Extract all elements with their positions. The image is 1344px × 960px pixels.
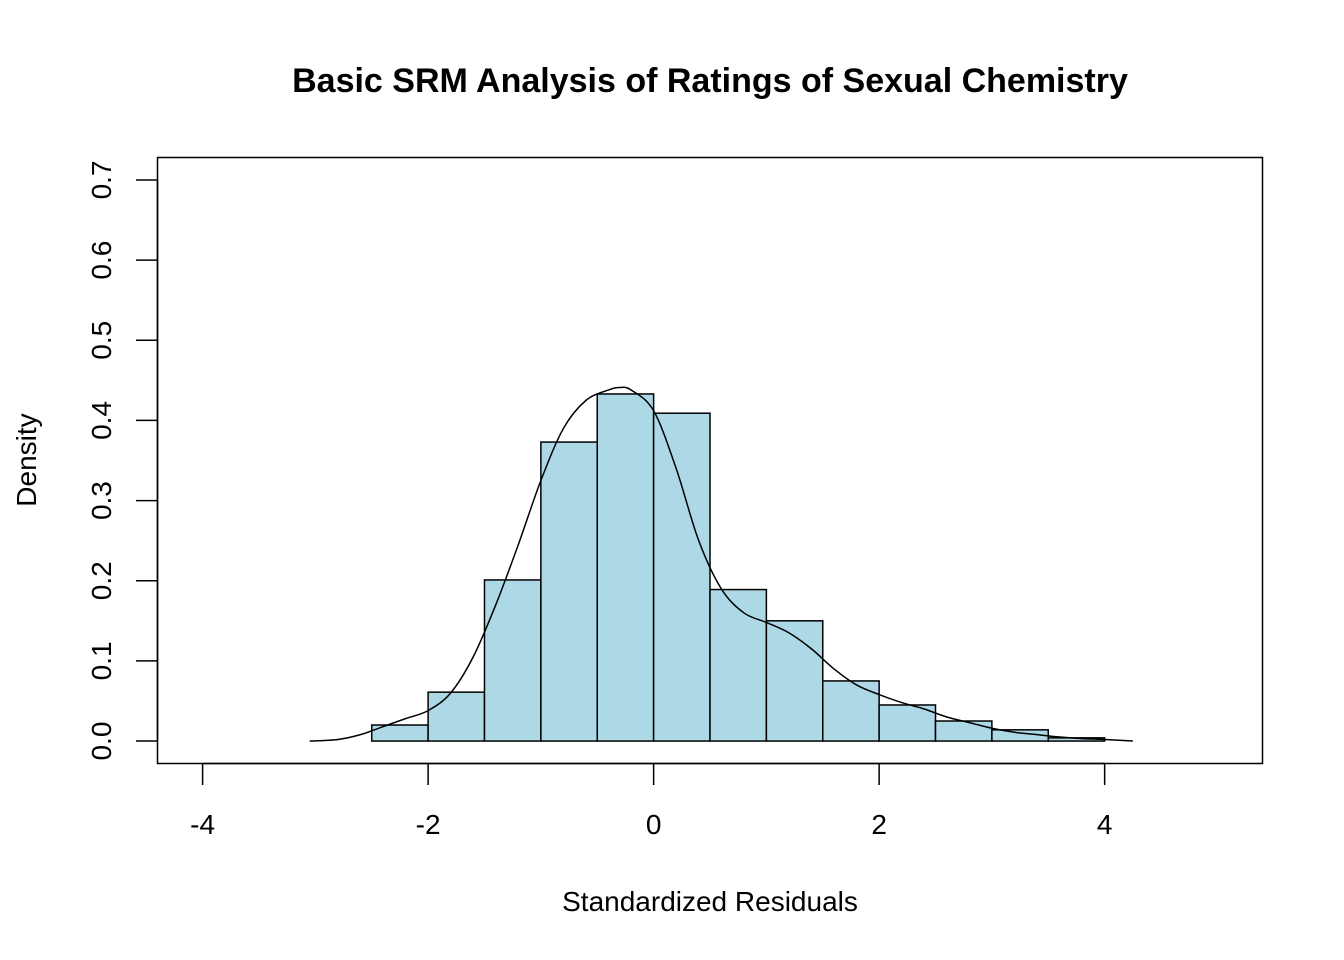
x-axis: -4 -2 0 2 4 <box>190 762 1113 840</box>
y-tick-label: 0.0 <box>86 722 117 761</box>
y-tick-label: 0.3 <box>86 481 117 520</box>
histogram-bar <box>427 691 486 742</box>
y-tick-label: 0.6 <box>86 241 117 280</box>
density-curve <box>309 386 1133 742</box>
y-axis-title: Density <box>11 413 42 506</box>
histogram-bar <box>652 412 711 742</box>
y-tick-label: 0.4 <box>86 401 117 440</box>
x-tick-label: -4 <box>190 809 215 840</box>
x-tick-label: 4 <box>1097 809 1113 840</box>
x-axis-title: Standardized Residuals <box>562 886 858 917</box>
y-axis: 0.0 0.1 0.2 0.3 0.4 0.5 0.6 0.7 <box>86 160 159 761</box>
y-tick-label: 0.2 <box>86 561 117 600</box>
histogram-bar <box>934 720 993 742</box>
y-tick-label: 0.7 <box>86 160 117 199</box>
y-tick-label: 0.5 <box>86 321 117 360</box>
x-tick-label: -2 <box>416 809 441 840</box>
bars-group <box>370 393 1106 742</box>
histogram-bar <box>765 620 824 742</box>
histogram-bar <box>822 680 880 742</box>
histogram-bar <box>483 579 542 742</box>
histogram-bar <box>709 588 768 742</box>
x-tick-label: 2 <box>871 809 887 840</box>
histogram-bar <box>596 393 655 742</box>
y-tick-label: 0.1 <box>86 641 117 680</box>
chart-title: Basic SRM Analysis of Ratings of Sexual … <box>292 62 1128 100</box>
histogram-bar <box>878 704 937 742</box>
histogram-bar <box>540 441 598 742</box>
x-tick-label: 0 <box>646 809 662 840</box>
